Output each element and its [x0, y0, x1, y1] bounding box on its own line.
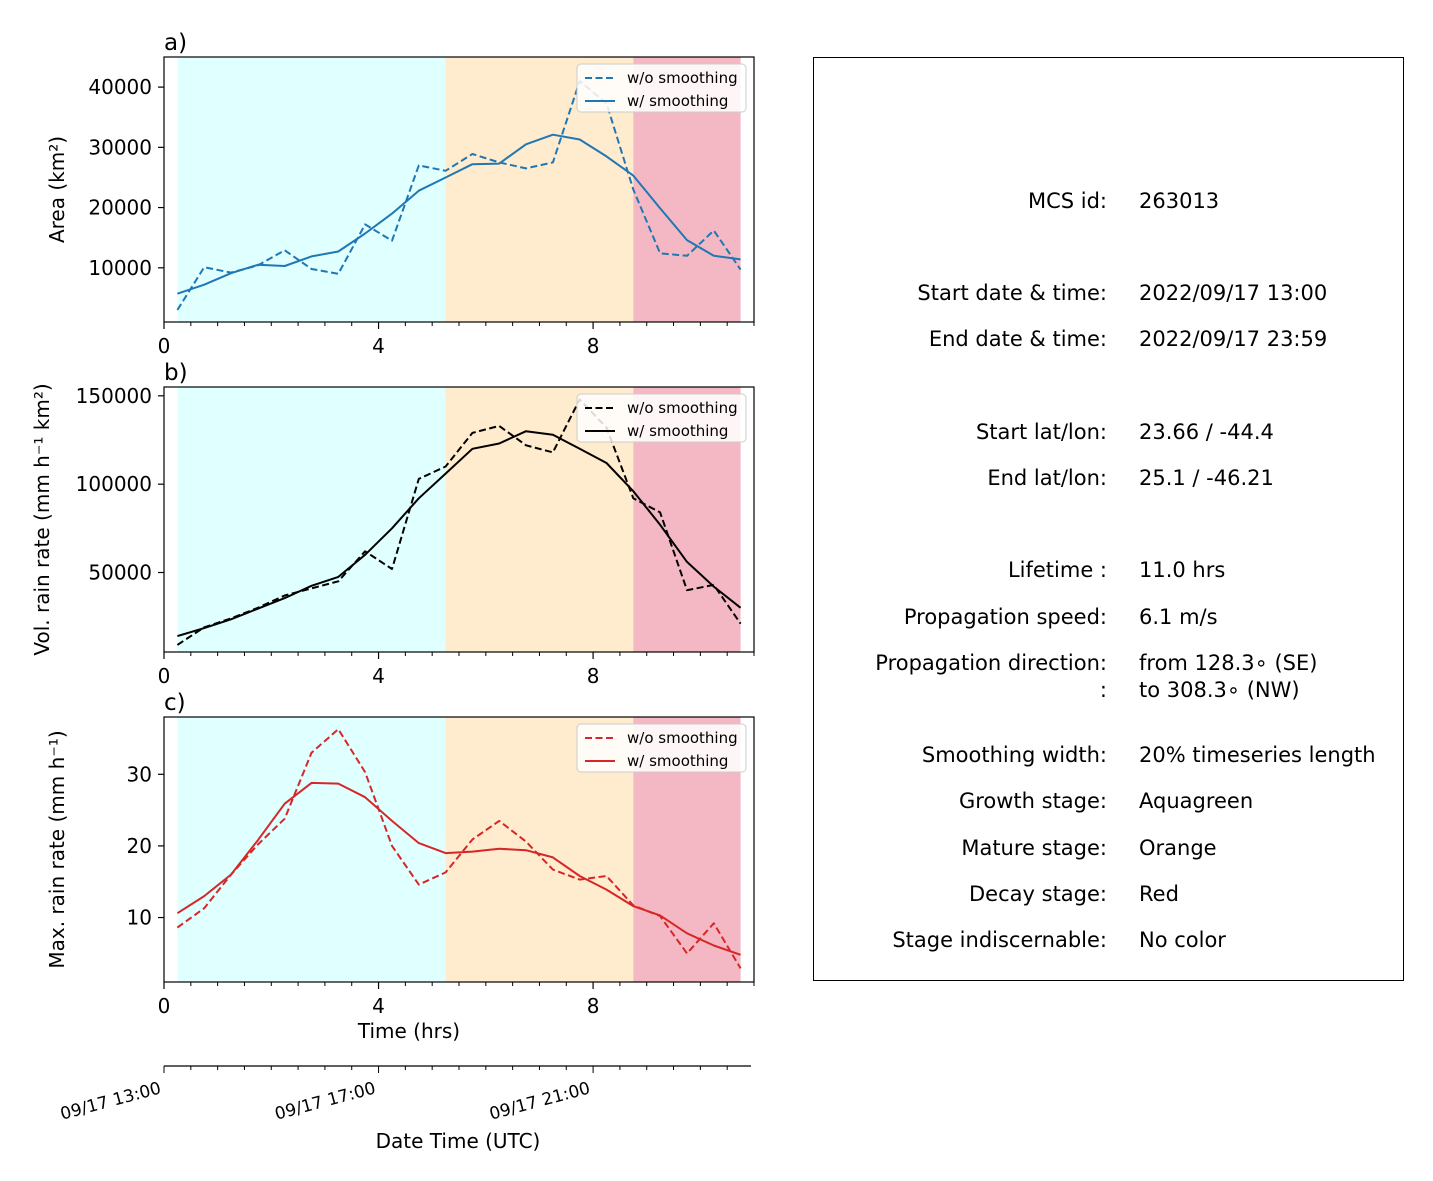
legend-entry: w/ smoothing — [627, 92, 728, 110]
legend: w/o smoothing w/ smoothing — [576, 723, 747, 773]
info-key: Propagation direction: — [875, 651, 1107, 675]
info-value: Red — [1139, 882, 1179, 906]
info-value: from 128.3∘ (SE) — [1139, 651, 1318, 675]
y-tick-label: 20000 — [88, 196, 152, 220]
x-tick-label: 8 — [587, 994, 600, 1018]
legend-box — [576, 393, 747, 443]
info-value: 25.1 / -46.21 — [1139, 466, 1274, 490]
x-tick-label: 4 — [372, 994, 385, 1018]
stage-span-growth — [177, 387, 446, 652]
series-line-smoothed — [177, 133, 741, 295]
legend-entry: w/o smoothing — [627, 399, 738, 417]
info-value: 2022/09/17 13:00 — [1139, 281, 1328, 305]
y-tick-label: 10000 — [88, 256, 152, 280]
info-key: Smoothing width: — [921, 743, 1107, 767]
info-key: Propagation speed: — [903, 605, 1107, 629]
series-line-smoothed — [177, 430, 742, 638]
info-value: 11.0 hrs — [1139, 558, 1226, 582]
y-tick-label: 20 — [127, 834, 152, 858]
legend-entry: w/o smoothing — [627, 69, 738, 87]
info-key: Start lat/lon: — [975, 420, 1107, 444]
panel-label: c) — [164, 690, 186, 716]
info-key: Start date & time: — [917, 281, 1107, 305]
info-value: 20% timeseries length — [1139, 743, 1376, 767]
legend-box — [576, 723, 747, 773]
series-line-smoothed — [176, 781, 741, 956]
stage-span-growth — [177, 57, 446, 322]
info-value: 23.66 / -44.4 — [1139, 420, 1274, 444]
legend-box — [576, 63, 747, 113]
x-tick-label: 0 — [158, 994, 171, 1018]
y-tick-label: 50000 — [88, 561, 152, 585]
legend: w/o smoothing w/ smoothing — [576, 393, 747, 443]
x-tick-label: 4 — [372, 334, 385, 358]
panel-label: a) — [164, 30, 187, 56]
stage-span-growth — [177, 717, 446, 982]
info-value: No color — [1139, 928, 1226, 952]
info-value: Aquagreen — [1139, 789, 1254, 813]
date-tick-label: 09/17 17:00 — [273, 1079, 378, 1125]
info-value: Orange — [1139, 836, 1217, 860]
y-tick-label: 30 — [127, 762, 152, 786]
date-tick-label: 09/17 13:00 — [58, 1079, 163, 1125]
legend-entry: w/ smoothing — [627, 752, 728, 770]
info-key: MCS id: — [1027, 189, 1107, 213]
series-line-raw — [176, 80, 742, 311]
date-axis: 09/17 13:00 09/17 17:00 09/17 21:00 Date Ti… — [58, 1065, 751, 1153]
date-axis-label: Date Time (UTC) — [376, 1129, 541, 1153]
x-tick-label: 8 — [587, 334, 600, 358]
x-tick-label: 0 — [158, 664, 171, 688]
y-tick-label: 40000 — [88, 75, 152, 99]
info-key: End lat/lon: — [987, 466, 1107, 490]
date-tick-label: 09/17 21:00 — [487, 1079, 592, 1125]
info-key: Lifetime : — [1007, 558, 1107, 582]
x-tick-label: 4 — [372, 664, 385, 688]
chart-panel-2: 50000 100000 150000 0 4 8 b) Vol. rain rate (mm… — [30, 360, 755, 688]
y-tick-label: 10 — [127, 906, 152, 930]
info-key: : — [1099, 678, 1107, 702]
mcs-info-panel: MCS id: 263013 Start date & time: 2022/0… — [813, 57, 1404, 981]
info-key: End date & time: — [928, 327, 1107, 351]
chart-panel-1: 10000 20000 30000 40000 0 4 8 a) Area (km²) w/o s… — [45, 30, 755, 358]
info-value: 2022/09/17 23:59 — [1139, 327, 1328, 351]
info-key: Mature stage: — [961, 836, 1107, 860]
info-key: Stage indiscernable: — [892, 928, 1107, 952]
info-key: Decay stage: — [969, 882, 1107, 906]
legend-entry: w/o smoothing — [627, 729, 738, 747]
chart-panel-3: 10 20 30 0 4 8 c) Max. rain rate (mm h⁻¹) Time (… — [45, 690, 755, 1043]
panel-label: b) — [164, 360, 188, 386]
info-value: 6.1 m/s — [1139, 605, 1218, 629]
y-tick-label: 100000 — [76, 472, 152, 496]
y-axis-label: Max. rain rate (mm h⁻¹) — [45, 730, 69, 968]
y-tick-label: 30000 — [88, 135, 152, 159]
info-value: 263013 — [1139, 189, 1220, 213]
info-value: to 308.3∘ (NW) — [1139, 678, 1300, 702]
legend-entry: w/ smoothing — [627, 422, 728, 440]
y-axis-label: Area (km²) — [45, 136, 69, 243]
x-tick-label: 0 — [158, 334, 171, 358]
y-axis-label: Vol. rain rate (mm h⁻¹ km²) — [30, 383, 54, 655]
legend: w/o smoothing w/ smoothing — [576, 63, 747, 113]
series-line-raw — [176, 398, 742, 646]
info-key: Growth stage: — [958, 789, 1107, 813]
series-line-raw — [176, 728, 742, 969]
x-tick-label: 8 — [587, 664, 600, 688]
x-axis-label: Time (hrs) — [357, 1019, 460, 1043]
y-tick-label: 150000 — [76, 384, 152, 408]
